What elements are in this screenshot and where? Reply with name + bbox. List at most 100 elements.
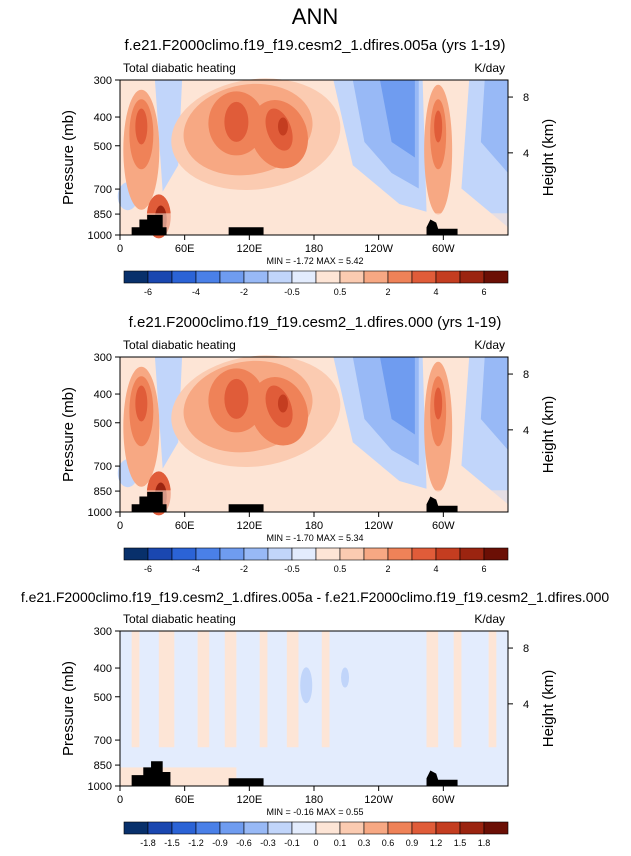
colorbar-swatch xyxy=(219,821,245,835)
colorbar-label: -0.5 xyxy=(284,287,300,297)
colorbar-swatch xyxy=(195,270,221,284)
min-max-stats: MIN = -1.72 MAX = 5.42 xyxy=(266,256,363,266)
colorbar-swatch xyxy=(411,821,437,835)
contour-region xyxy=(277,117,288,136)
terrain-africa xyxy=(131,761,171,786)
x-tick-label: 0 xyxy=(117,520,123,532)
x-tick-label: 0 xyxy=(117,243,123,255)
colorbar-label: 1.2 xyxy=(430,838,443,848)
plot-area xyxy=(117,78,508,239)
y-tick-label: 500 xyxy=(94,418,112,430)
colorbar-swatch xyxy=(339,547,365,561)
min-max-stats: MIN = -0.16 MAX = 0.55 xyxy=(266,807,363,817)
colorbar-label: 0.3 xyxy=(358,838,371,848)
contour-region xyxy=(480,80,508,173)
contour-region xyxy=(224,101,249,142)
y-tick-label: 850 xyxy=(94,209,112,221)
y-tick-label: 400 xyxy=(94,112,112,124)
colorbar-label: -4 xyxy=(192,564,200,574)
x-tick-label: 120W xyxy=(364,243,393,255)
colorbar-swatch xyxy=(171,547,197,561)
colorbar-swatch xyxy=(123,821,149,835)
y2-tick-label: 8 xyxy=(523,369,529,381)
y-tick-label: 300 xyxy=(94,626,112,638)
units-label: K/day xyxy=(474,612,505,626)
contour-region xyxy=(379,80,415,158)
units-label: K/day xyxy=(474,61,505,75)
colorbar-swatch xyxy=(291,547,317,561)
min-max-stats: MIN = -1.70 MAX = 5.34 xyxy=(266,533,363,543)
colorbar-swatch xyxy=(123,270,149,284)
colorbar-swatch xyxy=(339,821,365,835)
colorbar-label: -0.3 xyxy=(260,838,276,848)
y-axis-label: Pressure (mb) xyxy=(60,110,77,205)
colorbar-swatch xyxy=(195,821,221,835)
colorbar-swatch xyxy=(219,547,245,561)
x-tick-label: 0 xyxy=(117,794,123,806)
colorbar-label: -2 xyxy=(240,287,248,297)
chart-panel-2: f.e21.F2000climo.f19_f19.cesm2_1.dfires.… xyxy=(60,314,557,574)
y-tick-label: 850 xyxy=(94,760,112,772)
colorbar-swatch xyxy=(363,547,389,561)
x-tick-label: 120W xyxy=(364,520,393,532)
contour-region xyxy=(131,631,140,748)
colorbar-swatch xyxy=(387,270,413,284)
x-tick-label: 60W xyxy=(432,243,455,255)
x-tick-label: 180 xyxy=(305,243,323,255)
colorbar-swatch xyxy=(459,821,485,835)
x-tick-label: 120E xyxy=(236,243,262,255)
colorbar-label: -1.8 xyxy=(140,838,156,848)
colorbar-swatch xyxy=(459,270,485,284)
colorbar-swatch xyxy=(219,270,245,284)
colorbar-label: 2 xyxy=(385,287,390,297)
x-tick-label: 180 xyxy=(305,520,323,532)
colorbar-swatch xyxy=(339,270,365,284)
colorbar-label: -6 xyxy=(144,287,152,297)
contour-region xyxy=(286,631,299,748)
colorbar-swatch xyxy=(435,821,461,835)
x-tick-label: 120E xyxy=(236,520,262,532)
y2-tick-label: 4 xyxy=(523,148,529,160)
plot-area xyxy=(117,355,508,516)
y-tick-label: 300 xyxy=(94,75,112,87)
colorbar-label: -0.5 xyxy=(284,564,300,574)
x-tick-label: 60W xyxy=(432,794,455,806)
colorbar-label: 4 xyxy=(433,564,438,574)
colorbar: -6 -4 -2 -0.5 0.5 2 4 6 xyxy=(123,547,509,574)
terrain-andes xyxy=(426,219,458,235)
colorbar: -6 -4 -2 -0.5 0.5 2 4 6 xyxy=(123,270,509,297)
colorbar-label: -2 xyxy=(240,564,248,574)
contour-region xyxy=(277,394,288,413)
contour-region xyxy=(453,631,462,748)
colorbar-label: 6 xyxy=(481,287,486,297)
colorbar-label: 1.5 xyxy=(454,838,467,848)
chart-panel-1: f.e21.F2000climo.f19_f19.cesm2_1.dfires.… xyxy=(60,37,557,297)
colorbar-swatch xyxy=(123,547,149,561)
y-axis-label: Pressure (mb) xyxy=(60,387,77,482)
y-tick-label: 850 xyxy=(94,486,112,498)
colorbar-swatch xyxy=(243,547,269,561)
contour-region xyxy=(259,631,268,748)
x-tick-label: 180 xyxy=(305,794,323,806)
colorbar-swatch xyxy=(267,270,293,284)
contour-region xyxy=(379,357,415,435)
panel-title: f.e21.F2000climo.f19_f19.cesm2_1.dfires.… xyxy=(129,314,502,331)
colorbar-label: 1.8 xyxy=(478,838,491,848)
y-tick-label: 1000 xyxy=(88,781,112,793)
colorbar-swatch xyxy=(171,821,197,835)
contour-region xyxy=(120,490,508,512)
colorbar-label: -4 xyxy=(192,287,200,297)
contour-region xyxy=(300,667,313,704)
colorbar-swatch xyxy=(267,547,293,561)
colorbar-swatch xyxy=(147,270,173,284)
colorbar-swatch xyxy=(315,547,341,561)
contour-region xyxy=(135,385,148,422)
y2-tick-label: 8 xyxy=(523,643,529,655)
colorbar-label: -0.9 xyxy=(212,838,228,848)
colorbar-label: 0.9 xyxy=(406,838,419,848)
contour-region xyxy=(341,667,350,688)
x-tick-label: 120W xyxy=(364,794,393,806)
contour-region xyxy=(154,357,183,469)
colorbar-swatch xyxy=(387,547,413,561)
